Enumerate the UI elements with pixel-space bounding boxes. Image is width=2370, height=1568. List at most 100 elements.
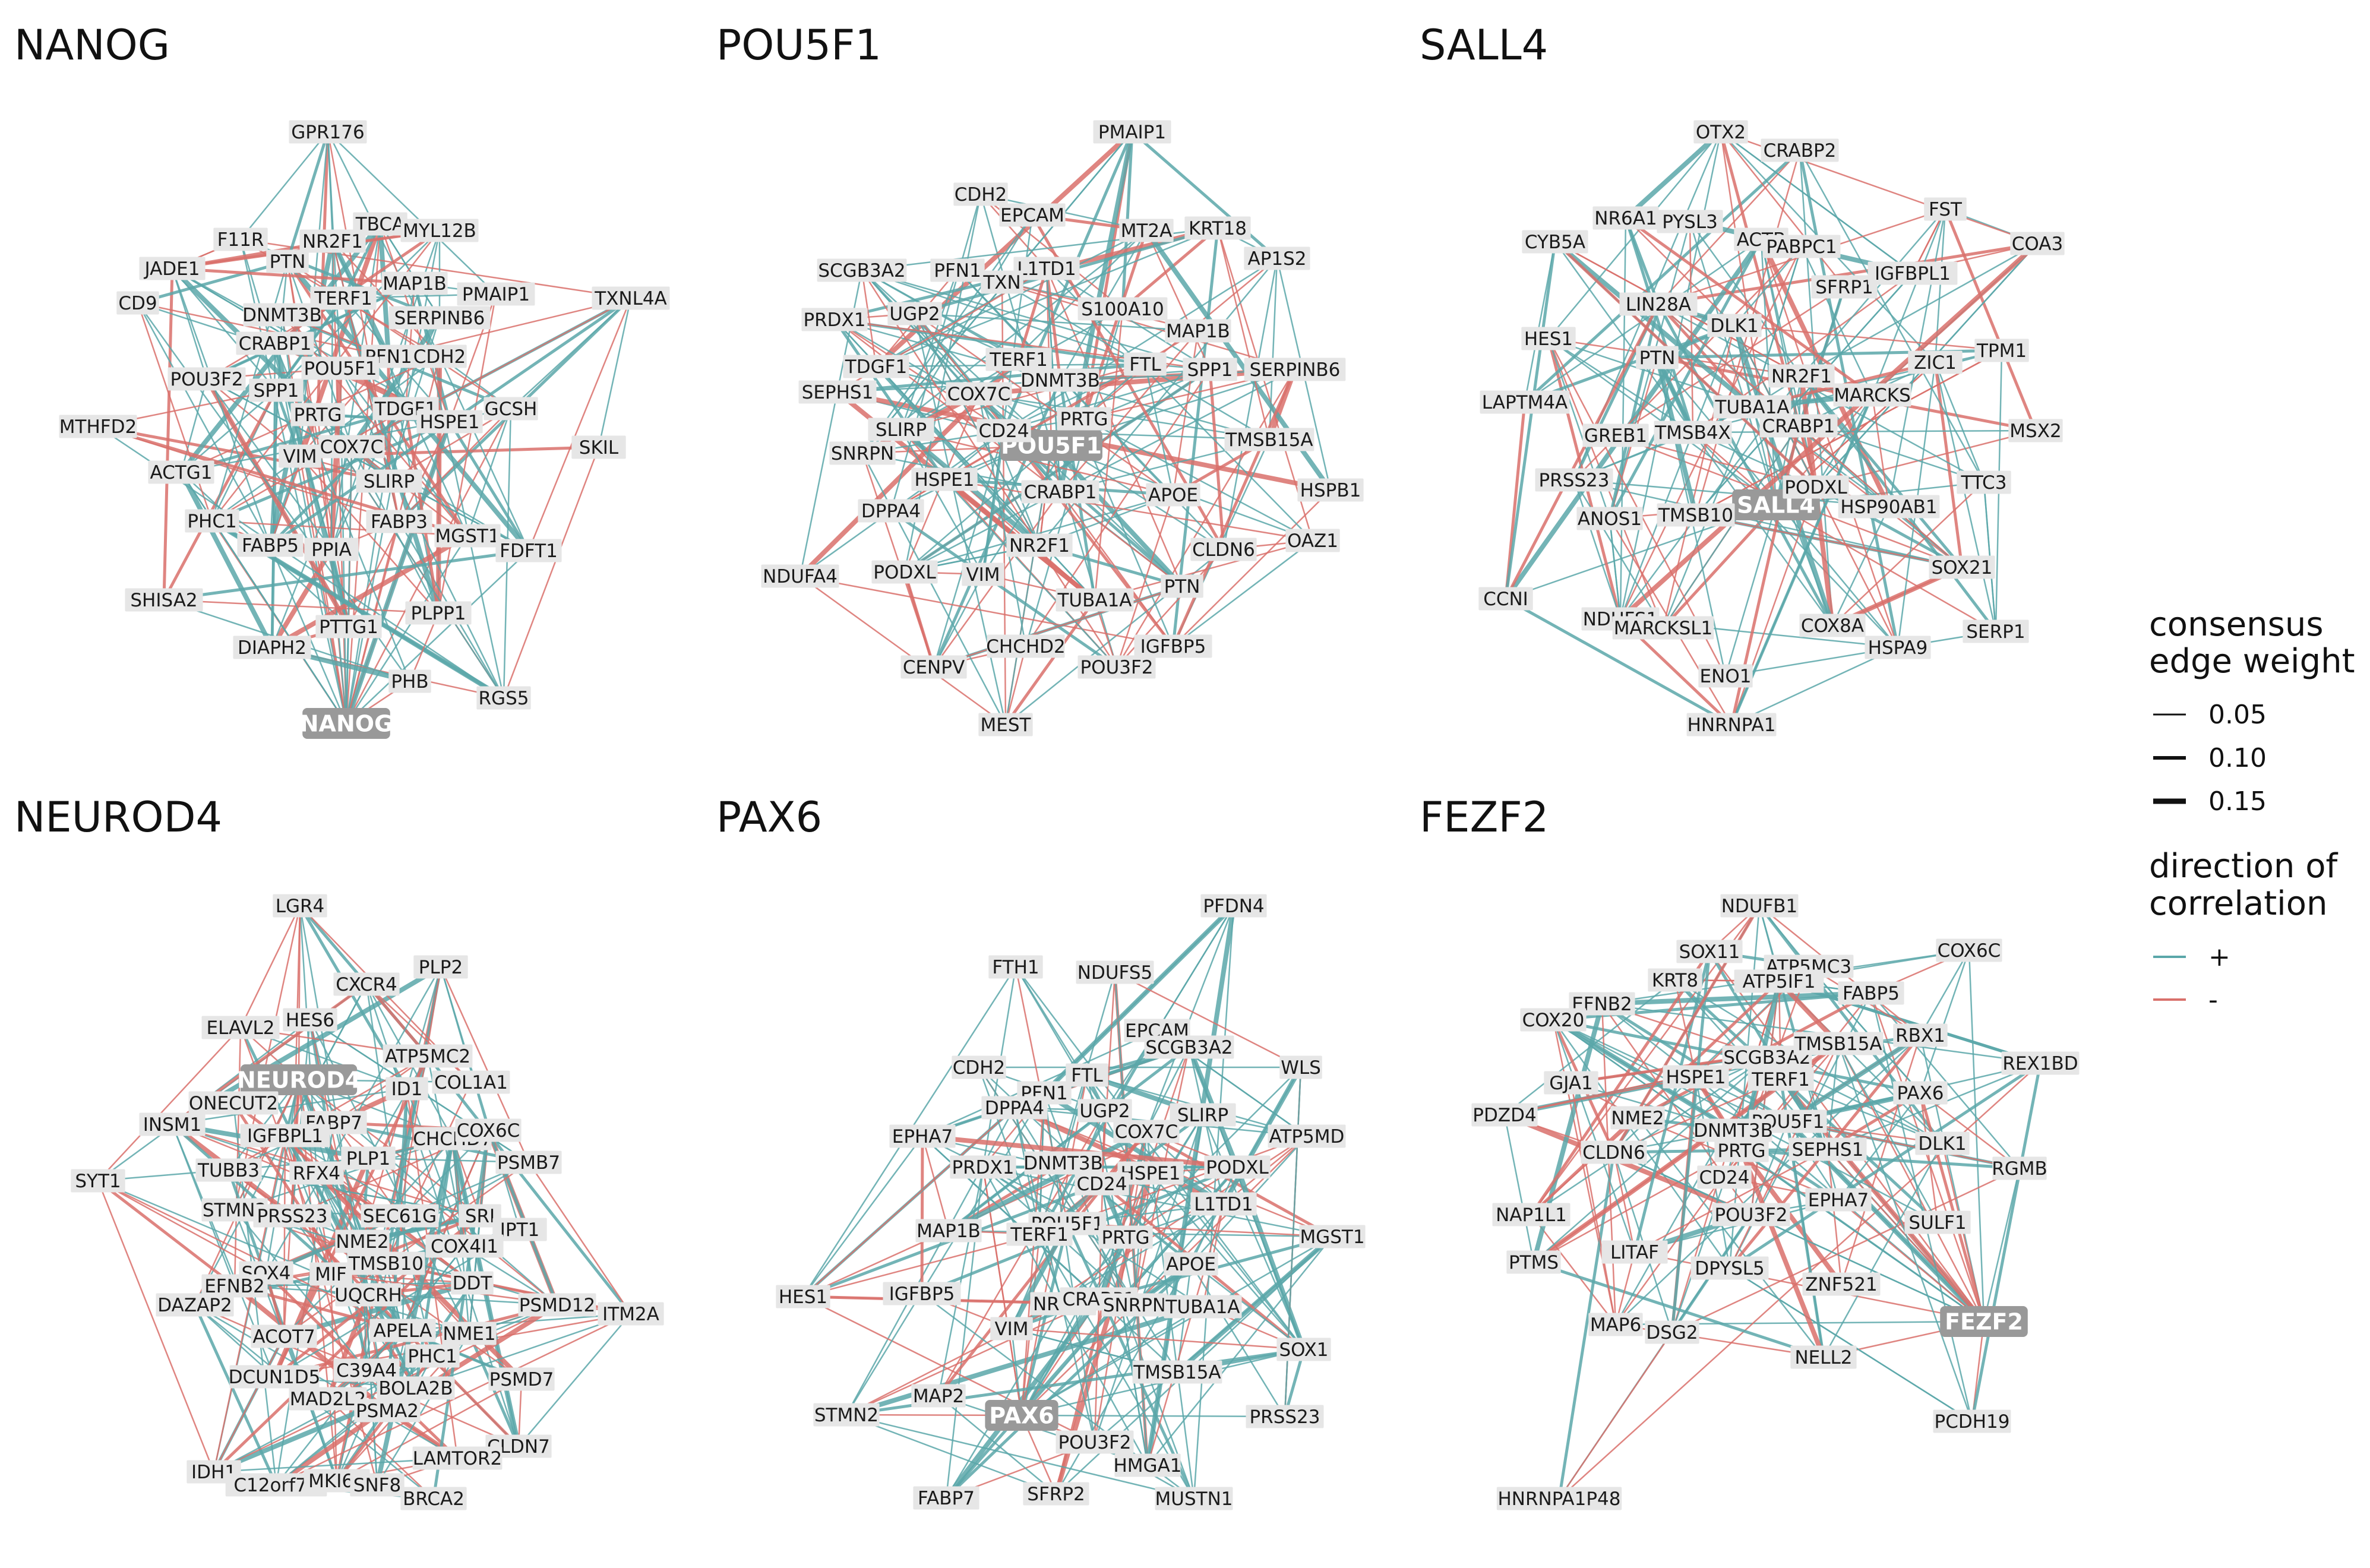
node-label: TXN <box>982 272 1020 293</box>
gene-node: TXN <box>981 270 1023 294</box>
edge <box>900 214 1034 430</box>
edge <box>1692 432 1834 626</box>
gene-node: NDUFB1 <box>1720 894 1799 918</box>
gene-node: ZNF521 <box>1802 1272 1881 1296</box>
edge <box>1760 239 1800 426</box>
node-label: OTX2 <box>1696 122 1746 143</box>
edge <box>845 1107 1016 1415</box>
gene-node: WLS <box>1279 1055 1322 1079</box>
node-label-bg <box>829 441 896 465</box>
node-label: CXCR4 <box>336 974 397 995</box>
panel-title: NANOG <box>14 21 170 69</box>
gene-node: DNMT3B <box>1693 1118 1773 1142</box>
node-label-bg <box>353 212 407 236</box>
node-label: PLPP1 <box>410 603 466 624</box>
edge <box>1933 362 1964 568</box>
gene-node: HSPB1 <box>1297 478 1364 502</box>
edge <box>1145 905 1235 1132</box>
edge <box>944 478 1313 542</box>
gene-node: COX7C <box>946 382 1012 406</box>
node-label: NELL2 <box>1794 1347 1852 1368</box>
edge <box>1831 506 1890 626</box>
edge <box>1674 979 1939 1224</box>
gene-node: OAZ1 <box>1285 529 1340 552</box>
node-label-bg <box>1963 619 2029 643</box>
edge <box>1827 1043 1840 1150</box>
node-label: MTHFD2 <box>59 416 137 438</box>
edge <box>204 378 351 628</box>
gene-node: MT2A <box>1119 219 1174 242</box>
gene-node: SPP1 <box>249 378 304 402</box>
edge <box>349 316 442 448</box>
node-label-bg <box>283 1008 337 1032</box>
edge <box>802 1233 1040 1298</box>
node-label: COX8A <box>1801 615 1864 637</box>
node-label-bg <box>1582 423 1649 447</box>
node-label: EPCAM <box>1000 205 1064 226</box>
gene-node: SNRPN <box>829 441 896 465</box>
gene-node: KRT8 <box>1648 968 1702 992</box>
node-label-bg <box>801 308 868 331</box>
node-label-bg <box>1657 503 1735 527</box>
edge <box>861 270 1052 446</box>
node-label: SOX1 <box>1279 1339 1328 1361</box>
edge <box>1190 1263 1286 1417</box>
gene-node: HSPA9 <box>1865 636 1931 659</box>
node-label: MT2A <box>1121 220 1173 242</box>
edge <box>1944 208 2037 431</box>
node-label: SNRPN <box>831 443 894 464</box>
node-label: DNMT3B <box>242 305 322 326</box>
node-label-bg <box>1006 533 1073 557</box>
node-label: SRI <box>465 1206 495 1227</box>
node-label: SCGB3A2 <box>1145 1037 1233 1058</box>
edge <box>900 363 1146 431</box>
node-label-bg <box>1610 1106 1665 1130</box>
gene-node: POU3F2 <box>168 367 246 391</box>
node-label-bg <box>236 331 314 355</box>
edge <box>1637 1117 1824 1358</box>
gene-node: CRABP2 <box>1761 138 1839 162</box>
node-label-bg <box>1164 1295 1242 1319</box>
edge <box>361 1158 370 1242</box>
node-label: ONECUT2 <box>189 1093 278 1114</box>
edge <box>1021 1136 1307 1416</box>
edge <box>1970 1063 2042 1422</box>
node-label-bg <box>273 894 327 918</box>
node-label: ITM2A <box>602 1304 659 1325</box>
node-label: GREB1 <box>1584 425 1647 447</box>
edge <box>137 302 271 546</box>
node-label: ATP5MD <box>1269 1126 1345 1147</box>
edge <box>846 1298 1099 1416</box>
edge <box>1919 950 1970 1036</box>
node-label-bg <box>1285 529 1340 552</box>
gene-node: TMSB4X <box>1654 421 1732 444</box>
gene-node: PODXL <box>1783 475 1849 499</box>
edge <box>800 575 1006 726</box>
node-label-bg <box>156 1293 234 1317</box>
node-label-bg <box>381 271 448 295</box>
node-label: IGFBP5 <box>889 1284 955 1305</box>
gene-node: HSPE1 <box>416 410 483 434</box>
node-label: FABP3 <box>371 511 428 533</box>
edge <box>406 966 442 1089</box>
gene-node: L1TD1 <box>1190 1192 1257 1216</box>
edge <box>239 905 301 1028</box>
node-label: PRTG <box>1060 409 1108 430</box>
node-label: NANOG <box>300 711 393 737</box>
gene-node: PODXL <box>871 560 938 584</box>
node-label: WLS <box>1281 1057 1321 1079</box>
node-label-bg <box>1833 383 1911 407</box>
node-label: NME1 <box>443 1323 495 1345</box>
edge <box>1730 394 1873 725</box>
node-label-bg <box>1299 1225 1366 1248</box>
gene-node: CCNI <box>1478 587 1533 611</box>
gene-node: HSPE1 <box>911 467 978 491</box>
node-label: DPPA4 <box>985 1098 1044 1119</box>
edge <box>1786 1033 1922 1124</box>
node-label-bg <box>1783 475 1849 499</box>
edge <box>1552 1019 1636 1253</box>
